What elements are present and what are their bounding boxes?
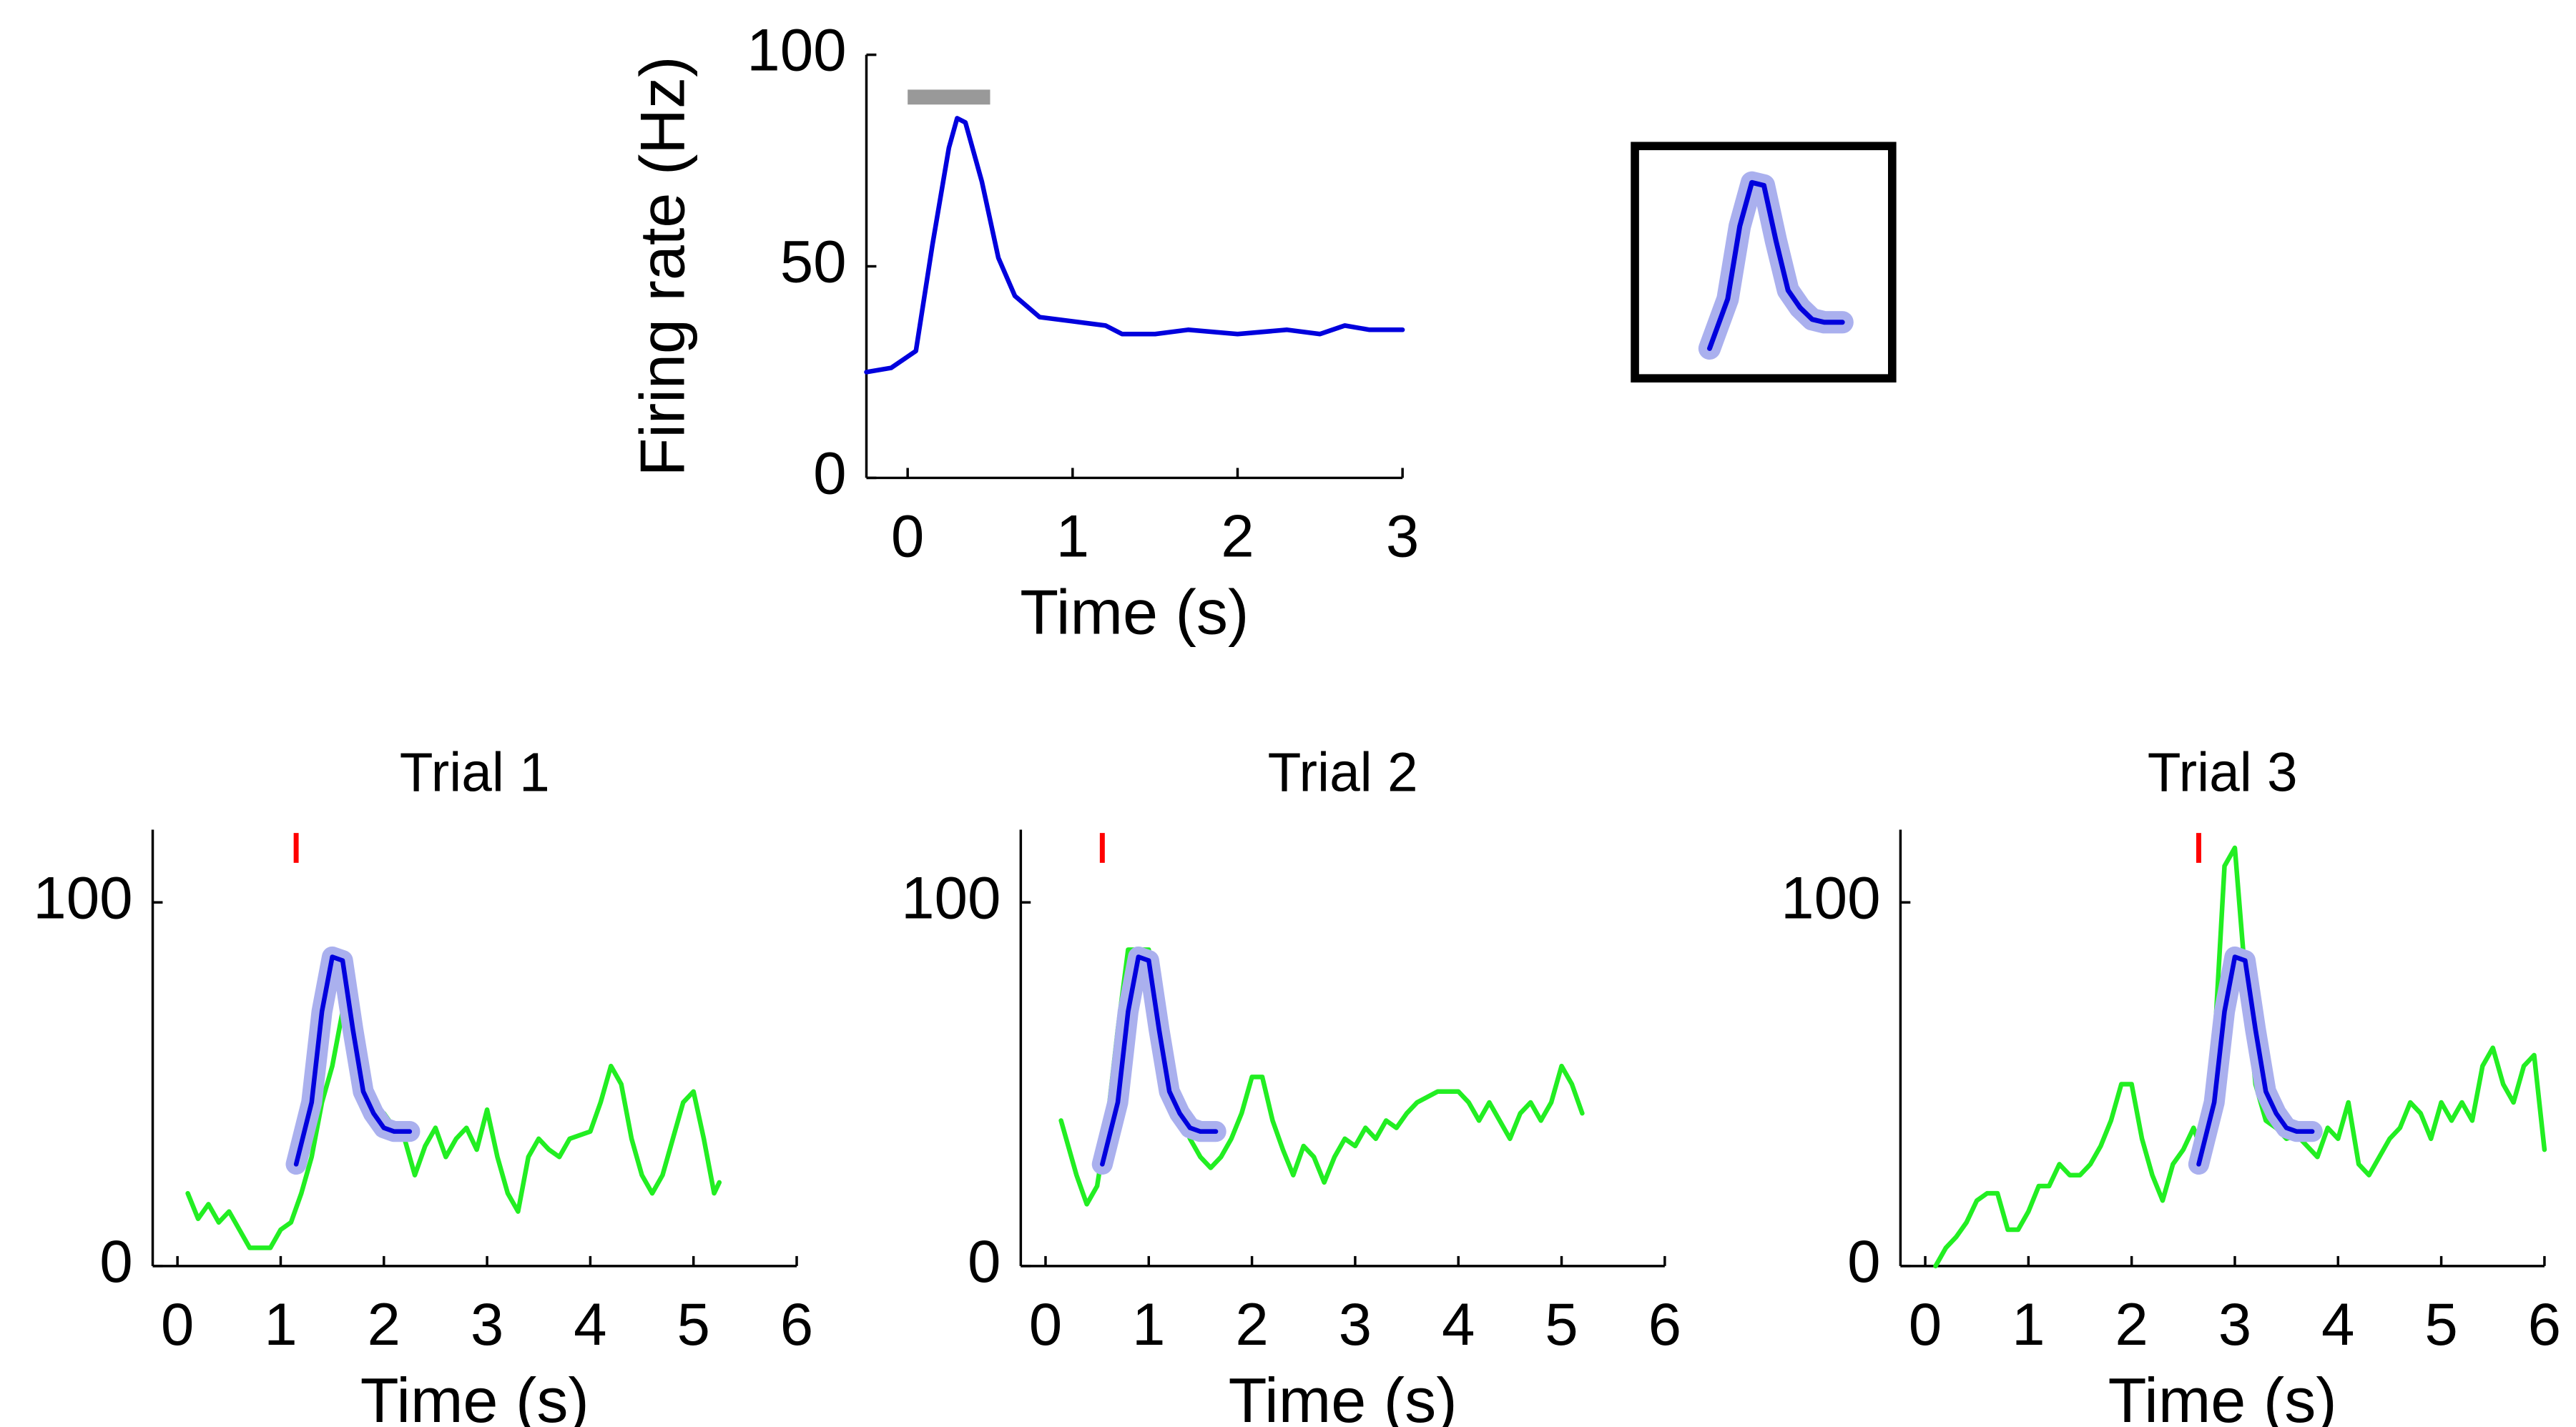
x-tick-label: 3: [1339, 1290, 1372, 1358]
y-tick-label: 0: [1847, 1228, 1880, 1295]
x-tick-label: 5: [2424, 1290, 2457, 1358]
y-tick-label: 100: [33, 864, 132, 931]
x-axis-label: Time (s): [360, 1365, 589, 1427]
x-tick-label: 3: [1386, 503, 1419, 570]
y-tick-label: 100: [747, 16, 846, 84]
x-tick-label: 0: [1909, 1290, 1942, 1358]
x-tick-label: 2: [1221, 503, 1254, 570]
template-line: [1707, 179, 1845, 351]
x-axis-label: Time (s): [1020, 577, 1249, 648]
x-tick-label: 6: [1648, 1290, 1681, 1358]
template-box: [1631, 142, 1897, 382]
y-tick-label: 0: [813, 440, 846, 507]
y-tick-label: 100: [901, 864, 1001, 931]
x-tick-label: 6: [780, 1290, 813, 1358]
x-tick-label: 1: [1132, 1290, 1165, 1358]
y-tick-label: 0: [99, 1228, 132, 1295]
x-tick-label: 4: [2321, 1290, 2354, 1358]
x-tick-label: 0: [161, 1290, 194, 1358]
rate-line: [1933, 845, 2547, 1269]
x-tick-label: 5: [677, 1290, 709, 1358]
x-tick-label: 2: [368, 1290, 400, 1358]
y-axis-label: Firing rate (Hz): [626, 56, 697, 477]
x-tick-label: 6: [2528, 1290, 2561, 1358]
rate-line: [185, 1009, 722, 1250]
rate-line: [864, 116, 1405, 375]
x-tick-label: 4: [1442, 1290, 1475, 1358]
x-tick-label: 3: [2218, 1290, 2251, 1358]
x-tick-label: 1: [2012, 1290, 2045, 1358]
y-tick-label: 0: [968, 1228, 1001, 1295]
x-tick-label: 0: [1029, 1290, 1062, 1358]
x-axis-label: Time (s): [1229, 1365, 1457, 1427]
x-tick-label: 5: [1545, 1290, 1578, 1358]
x-tick-label: 3: [471, 1290, 503, 1358]
chart-title: Trial 1: [400, 742, 550, 803]
x-tick-label: 2: [1235, 1290, 1268, 1358]
template-line: [293, 954, 413, 1167]
x-tick-label: 4: [574, 1290, 606, 1358]
chart-title: Trial 3: [2148, 742, 2298, 803]
template-line: [1100, 954, 1219, 1167]
x-tick-label: 1: [264, 1290, 297, 1358]
x-tick-label: 1: [1056, 503, 1089, 570]
x-tick-label: 0: [891, 503, 924, 570]
template-line: [2196, 954, 2315, 1167]
y-tick-label: 50: [780, 228, 847, 295]
chart-title: Trial 2: [1268, 742, 1418, 803]
y-tick-label: 100: [1781, 864, 1880, 931]
x-axis-label: Time (s): [2108, 1365, 2337, 1427]
x-tick-label: 2: [2115, 1290, 2148, 1358]
